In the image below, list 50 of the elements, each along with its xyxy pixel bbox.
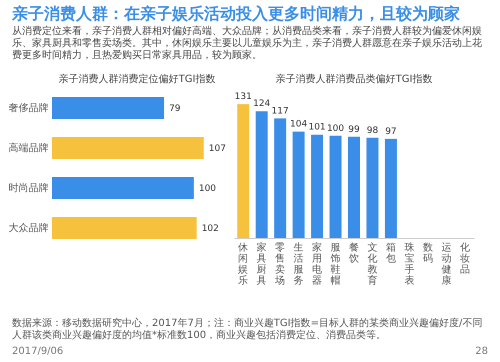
data-label: 117	[272, 106, 289, 116]
chart-title: 亲子消费人群消费定位偏好TGI指数	[58, 73, 216, 85]
text: 亲子消费人群：在亲子娱乐活动投入更多时间精力，且较为顾家	[12, 4, 460, 25]
bar	[366, 138, 378, 238]
text: 28	[475, 346, 488, 357]
data-label: 98	[366, 126, 378, 136]
x-tick-label: 餐饮	[348, 242, 359, 264]
text: 2017/9/06	[12, 346, 64, 357]
x-tick-label: 休闲娱乐	[238, 242, 248, 286]
data-label: 124	[253, 99, 271, 110]
y-tick-label: 高端品牌	[8, 142, 48, 154]
bar	[274, 118, 286, 238]
x-tick-label: 家用电器	[312, 242, 322, 286]
chart-title: 亲子消费人群消费品类偏好TGI指数	[276, 73, 432, 85]
y-tick-label: 大众品牌	[8, 222, 48, 234]
x-tick-label: 零售卖场	[274, 242, 286, 286]
bar	[256, 111, 268, 238]
data-label: 100	[198, 184, 216, 194]
bar	[292, 132, 305, 238]
data-label: 97	[385, 126, 397, 137]
bar	[52, 217, 197, 239]
bar	[384, 138, 397, 238]
bar	[237, 104, 250, 238]
data-label: 79	[169, 104, 181, 114]
y-tick-label: 奢侈品牌	[8, 102, 48, 114]
source-note: 数据来源：移动数据研究中心，2017年7月；注：商业兴趣TGI指数=目标人群的某类商业兴趣偏好度/不同人群该类商业兴趣偏好度的均值*标准数100，商业兴趣包括消费定位、消费品类等。	[12, 318, 484, 342]
x-tick-label: 服饰鞋帽	[330, 242, 341, 286]
text: 从消费定位来看，亲子消费人群相对偏好高端、大众品牌；从消费品类来看，亲子消费人群较为偏爱休闲娱乐、家具厨具和零售卖场类。其中，休闲娱乐主要以儿童娱乐为主，亲子消费人群愿意在亲子娱乐活动上花费更多时间精力，且热爱购买日常家具用品，较为顾家。	[12, 26, 483, 62]
data-label: 102	[202, 224, 219, 234]
bar	[52, 97, 164, 119]
data-label: 101	[308, 122, 326, 133]
bar	[348, 136, 360, 238]
data-label: 100	[326, 124, 344, 134]
x-tick-label: 珠宝手表	[404, 242, 414, 286]
bar	[330, 136, 342, 238]
data-label: 107	[208, 144, 226, 154]
x-tick-label: 生活服务	[294, 242, 304, 286]
x-tick-label: 运动健康	[441, 242, 452, 286]
data-label: 131	[234, 92, 252, 102]
data-label: 104	[290, 120, 308, 130]
x-tick-label: 家具厨具	[256, 242, 267, 286]
bar	[52, 177, 194, 199]
data-label: 99	[348, 124, 360, 135]
x-tick-label: 文化教育	[367, 242, 378, 286]
bar	[52, 137, 204, 159]
x-tick-label: 数码	[422, 242, 433, 264]
y-tick-label: 时尚品牌	[8, 182, 48, 194]
bar	[311, 134, 324, 238]
x-tick-label: 箱包	[386, 242, 396, 264]
x-tick-label: 化妆品	[460, 242, 470, 276]
